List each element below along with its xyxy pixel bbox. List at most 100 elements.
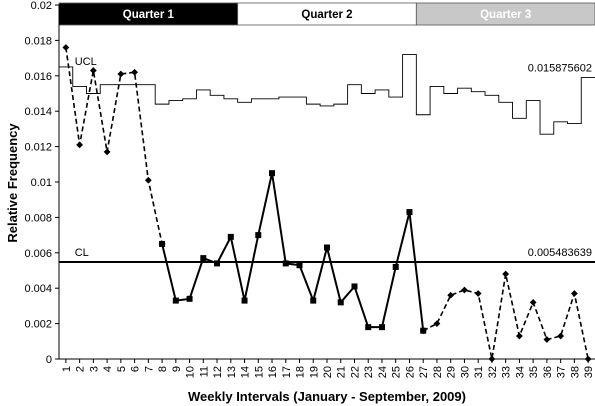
y-tick-label: 0.014	[24, 106, 52, 118]
data-point-square	[365, 324, 372, 331]
x-tick-label: 21	[336, 366, 348, 378]
x-tick-label: 22	[349, 366, 361, 378]
x-axis: 1 2 3 4 5 6 7 8 9 10 11 12 13 14 15 16 17 18 19 20 21 22 23 24 2…	[59, 358, 595, 378]
y-tick-label: 0.002	[24, 319, 52, 331]
x-tick-label: 3	[88, 366, 100, 372]
data-point-square	[282, 260, 289, 267]
y-tick-label: 0.01	[31, 177, 52, 189]
series-line-1	[65, 47, 163, 245]
x-tick-label: 20	[322, 366, 334, 378]
x-tick-label: 10	[185, 366, 197, 378]
x-tick-label: 31	[473, 366, 485, 378]
data-point-square	[200, 255, 207, 262]
series-line-2	[161, 172, 425, 331]
data-point-square	[227, 233, 234, 240]
data-point-square	[392, 263, 399, 270]
x-tick-label: 34	[514, 366, 526, 378]
data-point-square	[186, 295, 193, 302]
data-point-square	[378, 324, 385, 331]
x-tick-label: 14	[240, 366, 252, 378]
x-tick-label: 18	[295, 366, 307, 378]
y-tick-label: 0.018	[24, 35, 52, 47]
x-tick-label: 30	[459, 366, 471, 378]
data-point-square	[351, 283, 358, 290]
data-point-diamond	[76, 141, 84, 149]
x-tick-label: 33	[501, 366, 513, 378]
x-tick-label: 26	[404, 366, 416, 378]
ucl-group: UCL 0.015875602	[59, 54, 595, 135]
x-tick-label: 27	[418, 366, 430, 378]
data-point-square	[269, 170, 276, 177]
x-tick-label: 2	[75, 366, 87, 372]
y-tick-label: 0.016	[24, 71, 52, 83]
x-tick-label: 4	[102, 366, 114, 372]
data-point-diamond	[502, 270, 510, 278]
quarter-label-1: Quarter 1	[123, 9, 175, 21]
x-tick-label: 36	[542, 366, 554, 378]
x-tick-label: 1	[61, 366, 73, 372]
x-tick-label: 11	[198, 366, 210, 377]
x-tick-label: 7	[143, 366, 155, 372]
y-tick-label: 0.004	[24, 283, 52, 295]
cl-value-label: 0.005483639	[528, 247, 592, 259]
y-tick-label: 0	[46, 354, 52, 366]
data-point-diamond	[447, 291, 455, 299]
x-tick-label: 5	[116, 366, 128, 372]
data-point-diamond	[89, 67, 97, 74]
ucl-value-label: 0.015875602	[528, 63, 592, 75]
data-point-square	[172, 297, 179, 304]
data-point-diamond	[461, 286, 468, 294]
x-tick-label: 15	[253, 366, 265, 378]
data-point-square	[324, 244, 330, 251]
cl-group: CL 0.005483639	[59, 247, 595, 263]
x-tick-label: 6	[130, 366, 142, 372]
series-line-3	[422, 273, 589, 360]
data-point-square	[406, 209, 413, 216]
x-tick-label: 35	[528, 366, 540, 378]
x-tick-label: 29	[446, 366, 458, 378]
x-tick-label: 25	[391, 366, 403, 378]
quarter-band-3	[415, 2, 595, 26]
data-point-diamond	[62, 44, 70, 51]
x-axis-title: Weekly Intervals (January - September, 2…	[188, 389, 466, 404]
data-point-diamond	[474, 290, 482, 297]
data-point-square	[337, 299, 344, 306]
data-point-square	[296, 262, 303, 269]
y-tick-label: 0.008	[24, 212, 52, 224]
x-tick-label: 37	[556, 366, 568, 378]
x-tick-label: 8	[157, 366, 169, 372]
data-point-diamond	[488, 355, 496, 363]
y-axis: 0 0.002 0.004 0.006 0.008 0.01 0.012 0.014 0.016…	[24, 0, 60, 366]
data-point-square	[241, 297, 248, 304]
y-tick-label: 0.006	[24, 248, 52, 260]
quarter-label-2: Quarter 2	[301, 9, 352, 21]
x-tick-label: 19	[308, 366, 320, 378]
ucl-label: UCL	[75, 56, 97, 68]
x-tick-label: 13	[226, 366, 238, 378]
x-tick-label: 17	[281, 366, 293, 378]
ucl-step-line	[59, 54, 595, 135]
x-tick-label: 12	[212, 366, 224, 378]
x-tick-label: 9	[171, 366, 183, 372]
data-point-diamond	[117, 70, 125, 78]
data-point-diamond	[557, 332, 565, 340]
data-point-diamond	[103, 148, 111, 156]
quarter-label-3: Quarter 3	[480, 9, 531, 21]
data-point-diamond	[419, 327, 427, 335]
x-tick-label: 24	[377, 366, 389, 378]
y-axis-title: Relative Frequency	[5, 123, 20, 243]
y-tick-label: 0.02	[31, 0, 52, 12]
x-tick-label: 28	[432, 366, 444, 378]
data-point-diamond	[516, 332, 523, 340]
data-point-diamond	[584, 355, 592, 363]
data-point-square	[255, 232, 262, 239]
data-point-diamond	[144, 176, 152, 184]
quarter-band-group: Quarter 1 Quarter 2 Quarter 3	[58, 2, 595, 26]
data-point-square	[214, 260, 221, 267]
series-group	[62, 44, 592, 363]
data-point-square	[310, 297, 317, 304]
data-point-diamond	[131, 68, 138, 76]
x-tick-label: 39	[583, 366, 595, 378]
data-point-diamond	[529, 298, 537, 306]
